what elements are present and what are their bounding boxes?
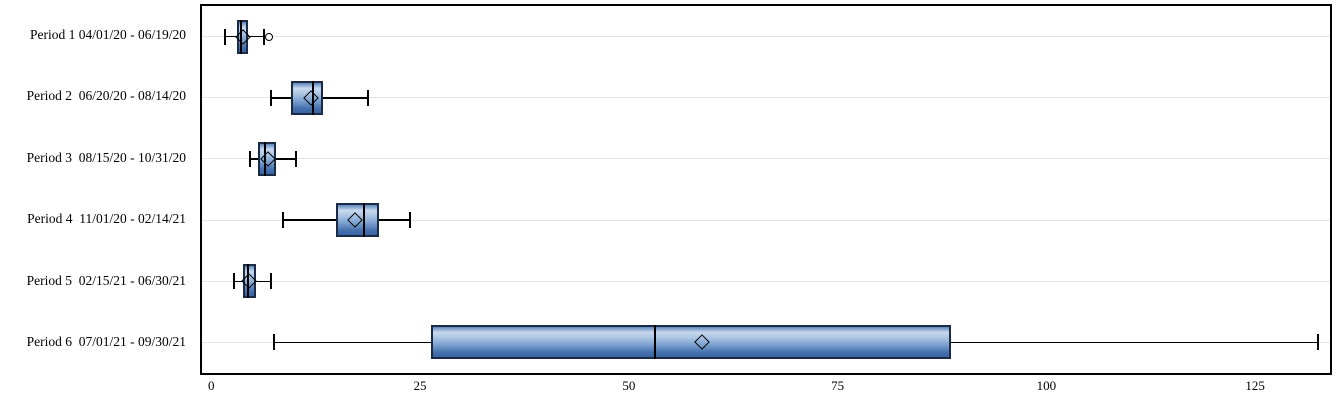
category-label: Period 3 08/15/20 - 10/31/20 [26, 149, 186, 165]
median-line [247, 264, 250, 299]
whisker-cap-min [272, 334, 275, 351]
whisker-cap-max [409, 212, 412, 229]
outlier-circle-icon [264, 32, 273, 41]
whisker-cap-max [269, 273, 272, 290]
row-gridline [202, 158, 1330, 160]
iqr-box [236, 19, 249, 54]
iqr-box [258, 141, 276, 176]
whisker-cap-min [282, 212, 285, 229]
whisker-cap-max [1316, 334, 1319, 351]
row-gridline [202, 36, 1330, 38]
category-label: Period 5 02/15/21 - 06/30/21 [26, 272, 186, 288]
plot-area [200, 4, 1332, 375]
median-line [312, 80, 315, 115]
x-tick-label: 125 [1245, 378, 1265, 393]
x-tick-label: 25 [413, 378, 427, 393]
row-gridline [202, 97, 1330, 99]
median-line [654, 325, 657, 360]
iqr-box [335, 203, 379, 238]
x-axis: 0 25 50 75 100 125 [200, 378, 1332, 400]
x-tick-label: 50 [622, 378, 636, 393]
category-label: Period 2 06/20/20 - 08/14/20 [26, 88, 186, 104]
median-line [362, 203, 365, 238]
x-tick-label: 0 [208, 378, 215, 393]
x-tick-label: 100 [1036, 378, 1057, 393]
iqr-box [291, 80, 324, 115]
iqr-box [243, 264, 256, 299]
median-line [239, 19, 242, 54]
whisker-cap-min [233, 273, 236, 290]
whisker-cap-min [223, 28, 226, 45]
row-gridline [202, 219, 1330, 221]
whisker-cap-max [262, 28, 265, 45]
category-label: Period 4 11/01/20 - 02/14/21 [27, 211, 186, 227]
category-label: Period 1 04/01/20 - 06/19/20 [30, 26, 186, 42]
median-line [263, 141, 266, 176]
row-gridline [202, 280, 1330, 282]
iqr-box [431, 325, 951, 360]
whisker-cap-max [367, 89, 370, 106]
whisker-cap-min [248, 150, 251, 167]
category-label: Period 6 07/01/21 - 09/30/21 [26, 334, 186, 350]
x-tick-label: 75 [831, 378, 845, 393]
category-labels: Period 1 04/01/20 - 06/19/20 Period 2 06/… [0, 4, 192, 373]
whisker-cap-min [269, 89, 272, 106]
whisker-cap-max [295, 150, 298, 167]
